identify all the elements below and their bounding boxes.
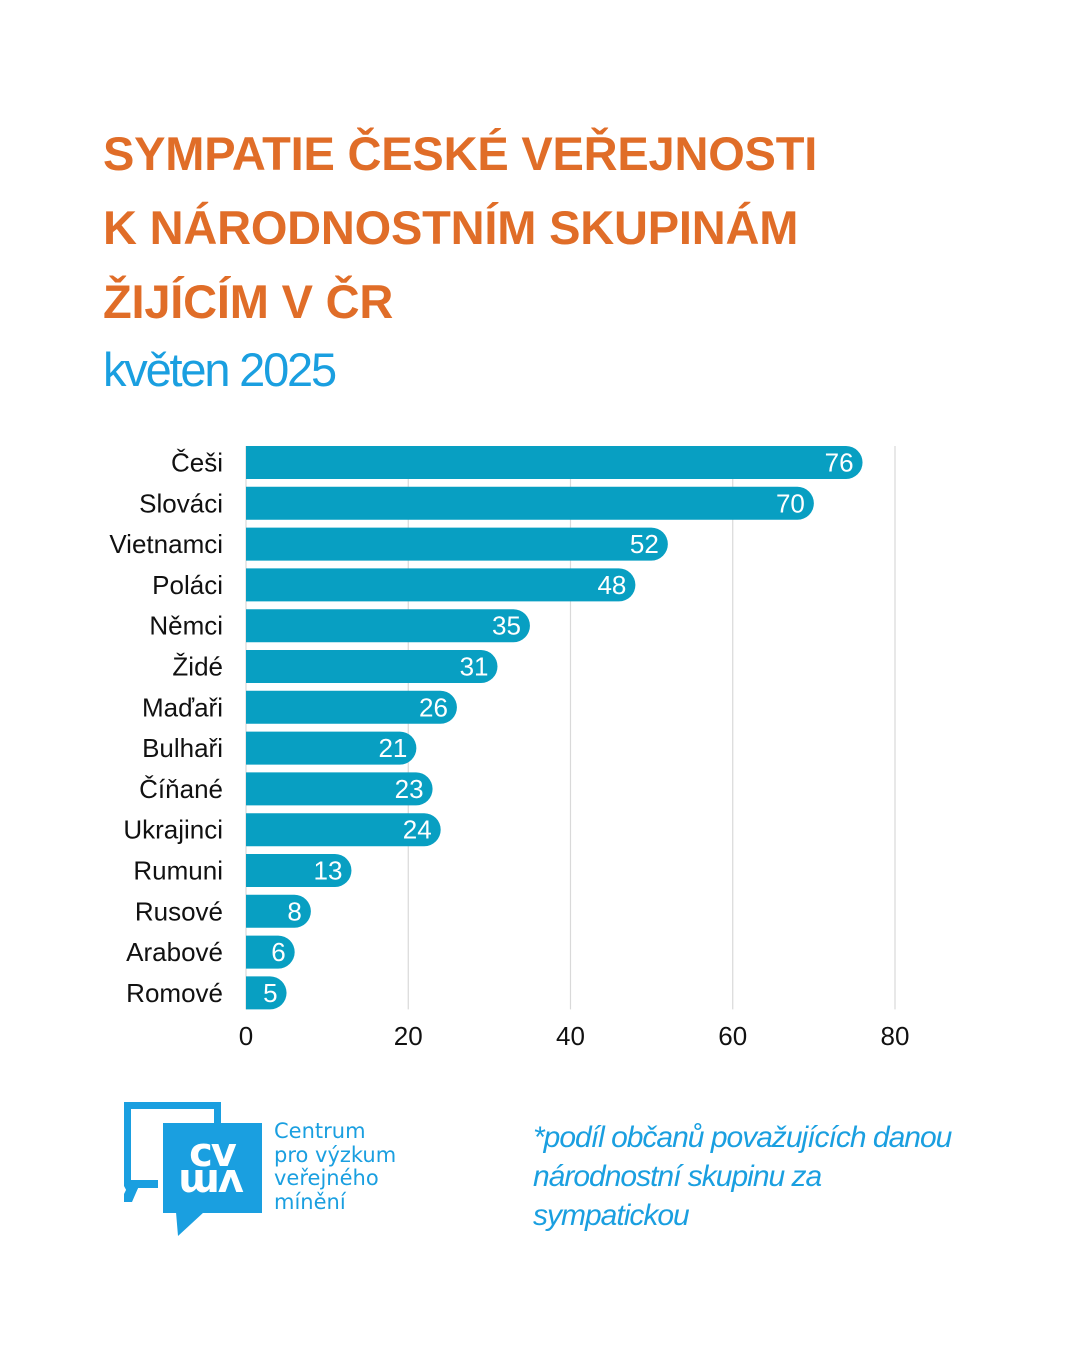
cvvm-logo: cv vm xyxy=(124,1102,262,1236)
bar-8 xyxy=(246,731,417,765)
footnote-line-3: sympatickou xyxy=(533,1199,690,1232)
bar-9 xyxy=(246,772,433,806)
bar-10 xyxy=(246,813,441,847)
logo-text: Centrum pro výzkum veřejného mínění xyxy=(274,1119,397,1214)
category-label: Ukrajinci xyxy=(123,815,223,845)
data-label: 23 xyxy=(395,774,424,804)
category-label: Bulhaři xyxy=(142,733,223,763)
title-line-2: K NÁRODNOSTNÍM SKUPINÁM xyxy=(103,201,799,254)
category-label: Češi xyxy=(171,448,223,478)
category-label: Rumuni xyxy=(133,856,223,886)
category-label: Poláci xyxy=(152,570,223,600)
category-label: Arabové xyxy=(126,937,223,967)
bar-14 xyxy=(246,976,287,1010)
logo-text-line-3: veřejného xyxy=(274,1166,379,1190)
bar-13 xyxy=(246,935,295,969)
bar-11 xyxy=(246,854,352,887)
category-label: Číňané xyxy=(139,774,223,804)
logo-mark-top: cv xyxy=(189,1130,237,1176)
bar-5 xyxy=(246,609,530,643)
logo-text-line-1: Centrum xyxy=(274,1119,366,1143)
x-tick-label: 60 xyxy=(718,1021,747,1051)
data-label: 8 xyxy=(287,896,301,926)
data-label: 48 xyxy=(597,570,626,600)
bar-12 xyxy=(246,894,311,928)
filled-bubble-icon xyxy=(163,1123,262,1236)
category-label: Maďaři xyxy=(142,692,223,722)
bar-6 xyxy=(246,650,498,683)
x-tick-label: 0 xyxy=(239,1021,253,1051)
x-tick-label: 20 xyxy=(394,1021,423,1051)
footnote-line-1: *podíl občanů považujících danou xyxy=(533,1121,952,1154)
category-label: Židé xyxy=(172,652,223,682)
data-label: 70 xyxy=(776,488,805,518)
data-label: 24 xyxy=(403,815,432,845)
data-label: 76 xyxy=(825,448,854,478)
category-label: Slováci xyxy=(139,488,223,518)
x-tick-label: 80 xyxy=(881,1021,910,1051)
data-label: 26 xyxy=(419,692,448,722)
title-line-1: SYMPATIE ČESKÉ VEŘEJNOSTI xyxy=(103,127,818,180)
outline-bubble-icon xyxy=(124,1102,221,1202)
logo-text-line-4: mínění xyxy=(274,1189,346,1214)
logo-text-line-2: pro výzkum xyxy=(274,1142,397,1167)
category-label: Vietnamci xyxy=(109,529,223,559)
bar-7 xyxy=(246,690,457,724)
data-label: 52 xyxy=(630,529,659,559)
category-label: Němci xyxy=(149,611,223,641)
footnote-line-2: národnostní skupinu za xyxy=(533,1160,822,1193)
category-labels: Češi Slováci Vietnamci Poláci Němci Židé Maďař… xyxy=(109,448,223,1008)
logo-mark-bottom: vm xyxy=(180,1160,244,1206)
bar-1 xyxy=(246,446,863,479)
data-label: 13 xyxy=(314,856,343,886)
category-label: Romové xyxy=(126,978,223,1008)
data-label: 6 xyxy=(271,937,285,967)
chart-title: SYMPATIE ČESKÉ VEŘEJNOSTI K NÁRODNOSTNÍM… xyxy=(103,117,817,339)
chart-subtitle: květen 2025 xyxy=(103,343,337,396)
x-tick-label: 40 xyxy=(556,1021,585,1051)
bar-2 xyxy=(246,486,814,520)
footnote: *podíl občanů považujících danou národno… xyxy=(533,1118,1033,1235)
bar-4 xyxy=(246,568,636,602)
data-label: 31 xyxy=(460,652,489,682)
category-label: Rusové xyxy=(135,896,223,926)
title-line-3: ŽIJÍCÍM V ČR xyxy=(103,275,394,328)
data-label: 35 xyxy=(492,611,521,641)
x-axis-ticks: 0 20 40 60 80 xyxy=(239,1021,910,1051)
bar-3 xyxy=(246,527,668,561)
data-label: 5 xyxy=(263,978,277,1008)
data-label: 21 xyxy=(378,733,407,763)
